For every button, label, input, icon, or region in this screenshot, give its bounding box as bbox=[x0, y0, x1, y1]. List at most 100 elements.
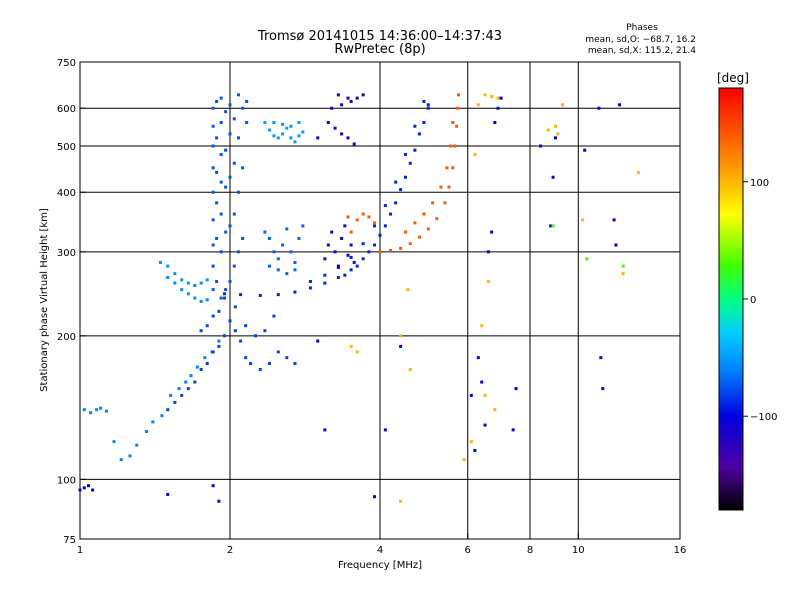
data-point bbox=[219, 152, 223, 156]
data-point bbox=[293, 260, 297, 264]
data-point bbox=[549, 224, 553, 228]
data-point bbox=[224, 185, 228, 189]
data-point bbox=[490, 230, 494, 234]
data-point bbox=[457, 93, 461, 97]
data-point bbox=[211, 106, 215, 110]
data-point bbox=[422, 99, 426, 103]
data-point bbox=[422, 212, 426, 216]
data-point bbox=[389, 212, 393, 216]
data-point bbox=[281, 122, 285, 126]
data-point bbox=[180, 278, 184, 282]
data-point bbox=[241, 236, 245, 240]
data-point bbox=[422, 121, 426, 125]
data-point bbox=[219, 121, 223, 125]
data-point bbox=[166, 408, 170, 412]
data-point bbox=[236, 93, 240, 97]
data-point bbox=[224, 288, 228, 292]
data-point bbox=[276, 293, 280, 297]
data-point bbox=[399, 344, 403, 348]
data-point bbox=[166, 492, 170, 496]
data-point bbox=[186, 387, 190, 391]
x-tick-label: 8 bbox=[527, 545, 533, 556]
data-point bbox=[293, 290, 297, 294]
data-point bbox=[601, 387, 605, 391]
data-point bbox=[203, 356, 207, 360]
data-point bbox=[486, 250, 490, 254]
data-point bbox=[417, 132, 421, 136]
data-point bbox=[462, 458, 466, 462]
data-point bbox=[211, 314, 215, 318]
data-point bbox=[217, 499, 221, 503]
data-point bbox=[215, 99, 219, 103]
data-point bbox=[308, 279, 312, 283]
data-point bbox=[621, 272, 625, 276]
data-point bbox=[361, 93, 365, 97]
data-point bbox=[289, 124, 293, 128]
y-tick-label: 600 bbox=[57, 104, 76, 115]
data-point bbox=[378, 233, 382, 237]
data-point bbox=[349, 344, 353, 348]
data-point bbox=[476, 103, 480, 107]
data-point bbox=[228, 132, 232, 136]
x-tick-label: 4 bbox=[377, 545, 383, 556]
data-point bbox=[403, 175, 407, 179]
data-point bbox=[193, 380, 197, 384]
data-point bbox=[355, 218, 359, 222]
data-point bbox=[232, 264, 236, 268]
data-point bbox=[349, 243, 353, 247]
data-point bbox=[546, 128, 550, 132]
data-point bbox=[408, 367, 412, 371]
y-tick-label: 100 bbox=[57, 475, 76, 486]
data-point bbox=[483, 423, 487, 427]
data-point bbox=[145, 430, 149, 434]
data-point bbox=[211, 166, 215, 170]
data-point bbox=[186, 281, 190, 285]
data-point bbox=[184, 380, 188, 384]
data-point bbox=[556, 132, 560, 136]
data-point bbox=[244, 324, 248, 328]
y-tick-label: 500 bbox=[57, 142, 76, 153]
data-point bbox=[135, 443, 139, 447]
data-point bbox=[236, 136, 240, 140]
data-point bbox=[281, 243, 285, 247]
data-point bbox=[449, 144, 453, 148]
data-point bbox=[301, 130, 305, 134]
data-point bbox=[276, 257, 280, 261]
y-axis-label: Stationary phase Virtual Height [km] bbox=[39, 208, 50, 392]
data-point bbox=[205, 324, 209, 328]
data-point bbox=[451, 166, 455, 170]
data-point bbox=[239, 339, 243, 343]
data-point bbox=[496, 106, 500, 110]
data-point bbox=[215, 170, 219, 174]
data-point bbox=[447, 185, 451, 189]
data-point bbox=[413, 148, 417, 152]
colorbar-tick-label: 100 bbox=[750, 178, 769, 189]
data-point bbox=[326, 121, 330, 125]
data-point bbox=[228, 103, 232, 107]
data-point bbox=[233, 305, 237, 309]
data-point bbox=[561, 103, 565, 107]
data-point bbox=[285, 126, 289, 130]
data-point bbox=[293, 361, 297, 365]
data-point bbox=[166, 264, 170, 268]
data-point bbox=[336, 264, 340, 268]
data-point bbox=[453, 144, 457, 148]
data-points bbox=[78, 93, 640, 503]
data-point bbox=[323, 273, 327, 277]
data-point bbox=[263, 329, 267, 333]
data-point bbox=[177, 387, 181, 391]
data-point bbox=[211, 144, 215, 148]
phase-info-o: mean, sd,O: −68.7, 16.2 bbox=[585, 35, 696, 45]
data-point bbox=[614, 243, 618, 247]
colorbar-tick-label: 0 bbox=[750, 295, 756, 306]
data-point bbox=[621, 264, 625, 268]
data-point bbox=[199, 367, 203, 371]
data-point bbox=[378, 250, 382, 254]
data-point bbox=[272, 134, 276, 138]
data-point bbox=[244, 356, 248, 360]
x-tick-label: 2 bbox=[227, 545, 233, 556]
data-point bbox=[169, 393, 173, 397]
data-point bbox=[293, 140, 297, 144]
phase-info-heading: Phases bbox=[626, 23, 658, 33]
data-point bbox=[383, 204, 387, 208]
